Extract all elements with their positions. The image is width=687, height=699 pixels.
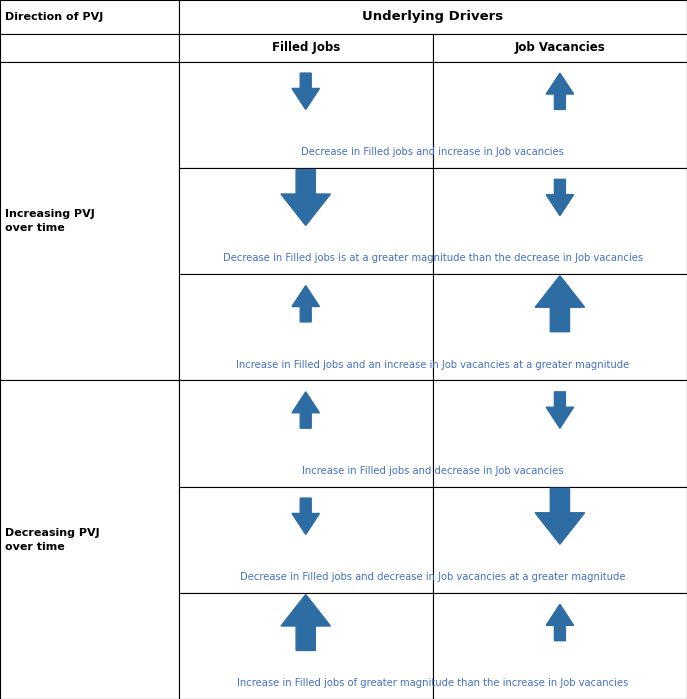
Text: Decrease in Filled jobs is at a greater magnitude than the decrease in Job vacan: Decrease in Filled jobs is at a greater … [223, 253, 643, 264]
Polygon shape [281, 595, 330, 651]
Text: Underlying Drivers: Underlying Drivers [362, 10, 504, 23]
Bar [179, 0, 687, 34]
Bar [0, 0, 179, 34]
Bar [179, 274, 433, 380]
Bar [433, 380, 687, 487]
Bar [179, 34, 433, 62]
Polygon shape [292, 286, 319, 322]
Polygon shape [292, 73, 319, 110]
Polygon shape [535, 276, 585, 332]
Bar [179, 168, 433, 274]
Bar [179, 593, 433, 699]
Polygon shape [535, 489, 585, 545]
Text: Job Vacancies: Job Vacancies [515, 41, 605, 54]
Bar [433, 34, 687, 62]
Text: Decreasing PVJ
over time: Decreasing PVJ over time [5, 528, 100, 552]
Polygon shape [292, 392, 319, 428]
Text: Direction of PVJ: Direction of PVJ [5, 12, 103, 22]
Polygon shape [546, 180, 574, 216]
Bar [0, 62, 179, 380]
Bar [433, 168, 687, 274]
Text: Decrease in Filled jobs and decrease in Job vacancies at a greater magnitude: Decrease in Filled jobs and decrease in … [240, 572, 626, 582]
Bar [433, 487, 687, 593]
Bar [433, 62, 687, 168]
Bar [179, 380, 433, 487]
Polygon shape [281, 170, 330, 226]
Bar [0, 34, 179, 62]
Text: Increase in Filled jobs and decrease in Job vacancies: Increase in Filled jobs and decrease in … [302, 466, 563, 476]
Text: Increasing PVJ
over time: Increasing PVJ over time [5, 209, 95, 233]
Polygon shape [546, 73, 574, 110]
Text: Filled Jobs: Filled Jobs [271, 41, 340, 54]
Bar [433, 593, 687, 699]
Text: Increase in Filled jobs of greater magnitude than the increase in Job vacancies: Increase in Filled jobs of greater magni… [237, 678, 629, 689]
Polygon shape [546, 392, 574, 428]
Bar [179, 487, 433, 593]
Polygon shape [292, 498, 319, 535]
Text: Increase in Filled jobs and an increase in Job vacancies at a greater magnitude: Increase in Filled jobs and an increase … [236, 359, 629, 370]
Bar [0, 380, 179, 699]
Polygon shape [546, 605, 574, 641]
Text: Decrease in Filled jobs and increase in Job vacancies: Decrease in Filled jobs and increase in … [302, 147, 564, 157]
Bar [179, 62, 433, 168]
Bar [433, 274, 687, 380]
